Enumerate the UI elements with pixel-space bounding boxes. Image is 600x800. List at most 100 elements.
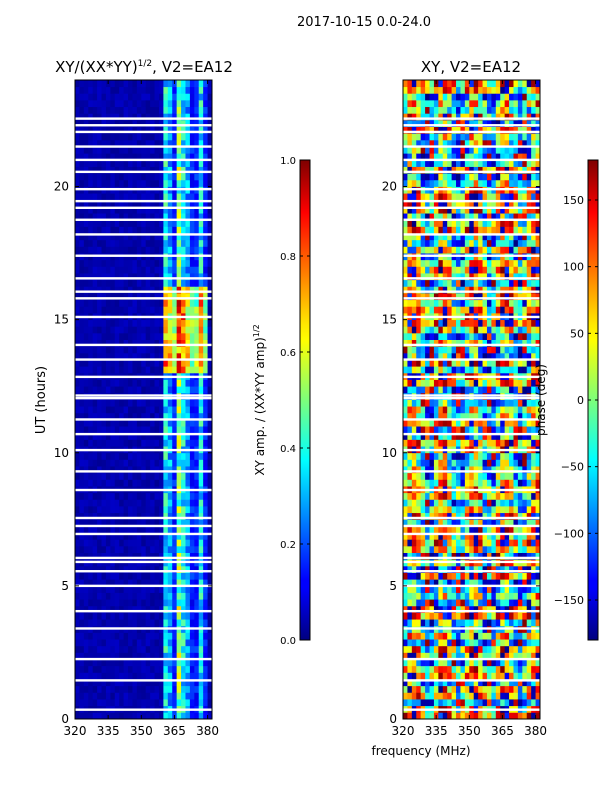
amplitude-heatmap-cell [101,153,107,161]
amplitude-heatmap-cell [172,472,178,480]
amplitude-heatmap-cell [92,293,98,301]
phase-heatmap-cell [447,279,453,287]
phase-heatmap-cell [433,459,439,467]
phase-heatmap-cell [486,499,492,507]
phase-heatmap-cell [451,599,457,607]
phase-heatmap-cell [486,319,492,327]
phase-heatmap-cell [416,206,422,214]
amplitude-heatmap-cell [176,379,182,387]
phase-heatmap-cell [407,106,413,114]
amplitude-heatmap-cell [75,659,80,667]
amplitude-heatmap-cell [207,659,212,667]
phase-heatmap-cell [429,299,435,307]
amplitude-heatmap-cell [150,139,155,147]
amplitude-heatmap-cell [172,412,178,420]
amplitude-heatmap-cell [105,279,111,287]
amplitude-heatmap-cell [119,193,125,201]
amplitude-heatmap-cell [189,685,195,693]
amplitude-heatmap-cell [97,199,102,207]
amplitude-heatmap-cell [79,199,85,207]
phase-heatmap-cell [438,692,444,700]
phase-heatmap-cell [451,113,457,121]
phase-heatmap-cell [433,632,439,640]
amplitude-heatmap-cell [105,239,111,247]
amplitude-heatmap-cell [83,585,89,593]
amplitude-heatmap-cell [92,299,98,307]
phase-heatmap-cell [469,259,475,267]
phase-heatmap-cell [456,179,461,187]
phase-heatmap-cell [420,359,426,367]
phase-heatmap-cell [433,206,439,214]
amplitude-heatmap-cell [154,645,160,653]
amplitude-heatmap-cell [75,426,80,434]
phase-heatmap-cell [464,113,470,121]
amplitude-xtick-label: 335 [97,724,120,738]
amplitude-heatmap-cell [105,679,111,687]
amplitude-heatmap-cell [101,552,107,560]
amplitude-heatmap-cell [167,159,173,167]
amplitude-heatmap-cell [136,226,142,234]
amplitude-heatmap-cell [185,452,191,460]
phase-heatmap-cell [482,519,488,527]
amplitude-colorbar-tick-label: 0.6 [280,348,296,359]
amplitude-heatmap-cell [158,665,164,673]
amplitude-heatmap-cell [101,452,107,460]
amplitude-heatmap-cell [163,432,169,440]
amplitude-heatmap-cell [181,519,186,527]
amplitude-heatmap-cell [145,199,151,207]
phase-heatmap-cell [478,639,483,647]
amplitude-heatmap-cell [128,219,133,227]
amplitude-heatmap-cell [145,213,151,221]
phase-heatmap-cell [451,426,457,434]
amplitude-heatmap-cell [185,80,191,88]
phase-heatmap-cell [473,106,479,114]
amplitude-heatmap-cell [141,266,147,274]
amplitude-heatmap-cell [123,179,129,187]
phase-heatmap-cell [425,645,430,653]
amplitude-heatmap-cell [145,532,151,540]
amplitude-heatmap-cell [114,432,120,440]
phase-heatmap-cell [473,80,479,88]
amplitude-heatmap-cell [132,685,138,693]
amplitude-heatmap-cell [189,159,195,167]
amplitude-heatmap-cell [132,193,138,201]
phase-heatmap-cell [407,339,413,347]
amplitude-heatmap-cell [110,146,116,154]
phase-heatmap-cell [460,572,466,580]
phase-heatmap-cell [433,113,439,121]
phase-heatmap-cell [411,326,417,334]
phase-heatmap-cell [456,439,461,447]
phase-heatmap-cell [407,426,413,434]
amplitude-heatmap-cell [83,352,89,360]
amplitude-heatmap-cell [97,585,102,593]
phase-heatmap-cell [425,592,430,600]
phase-heatmap-cell [469,226,475,234]
amplitude-heatmap-cell [181,545,186,553]
phase-heatmap-cell [411,412,417,420]
phase-heatmap-cell [478,273,483,281]
phase-heatmap-cell [473,219,479,227]
amplitude-heatmap-cell [185,579,191,587]
amplitude-heatmap-cell [88,645,94,653]
phase-heatmap-cell [416,146,422,154]
amplitude-heatmap-cell [158,306,164,314]
amplitude-flagged-row [75,254,212,257]
phase-heatmap-cell [403,712,408,719]
amplitude-heatmap-cell [176,605,182,613]
phase-heatmap-cell [456,93,461,101]
amplitude-heatmap-cell [88,499,94,507]
amplitude-heatmap-cell [105,652,111,660]
phase-heatmap-cell [456,359,461,367]
phase-heatmap-cell [486,80,492,88]
phase-heatmap-cell [447,286,453,294]
phase-heatmap-cell [425,299,430,307]
phase-heatmap-cell [403,293,408,301]
amplitude-heatmap-cell [145,399,151,407]
amplitude-heatmap-cell [114,712,120,719]
phase-heatmap-cell [425,585,430,593]
amplitude-heatmap-cell [158,332,164,340]
phase-heatmap-cell [429,153,435,161]
amplitude-heatmap-cell [150,286,155,294]
phase-heatmap-cell [482,179,488,187]
phase-heatmap-cell [442,286,448,294]
